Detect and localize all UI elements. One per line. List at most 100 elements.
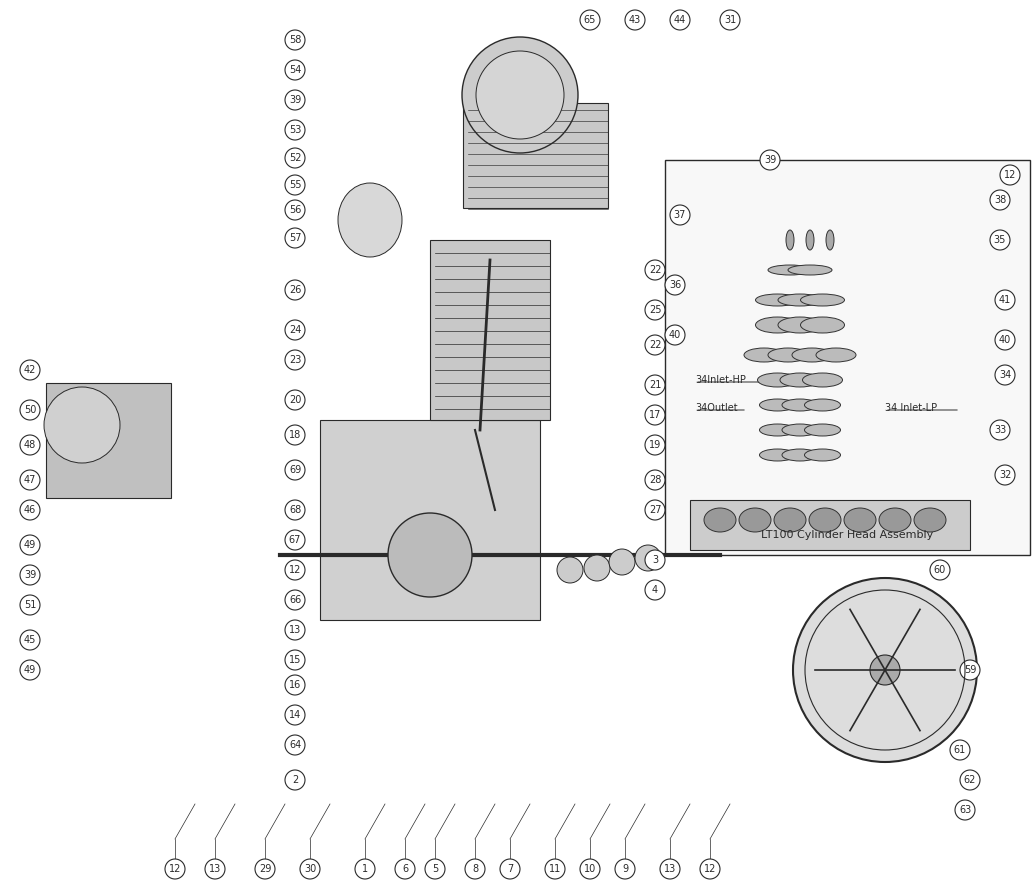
Text: 18: 18	[289, 430, 301, 440]
Text: 64: 64	[289, 740, 301, 750]
Circle shape	[666, 325, 685, 345]
Text: 44: 44	[674, 15, 686, 25]
Text: 65: 65	[584, 15, 596, 25]
Ellipse shape	[870, 655, 900, 685]
Text: 32: 32	[999, 470, 1011, 480]
Ellipse shape	[782, 449, 818, 461]
Text: 23: 23	[289, 355, 301, 365]
FancyBboxPatch shape	[463, 103, 608, 207]
Text: 13: 13	[289, 625, 301, 635]
Circle shape	[760, 150, 780, 170]
Circle shape	[20, 360, 40, 380]
Circle shape	[285, 705, 305, 725]
Ellipse shape	[756, 317, 799, 333]
Text: 39: 39	[24, 570, 36, 580]
Text: 13: 13	[209, 864, 221, 874]
Ellipse shape	[786, 230, 794, 250]
Text: 40: 40	[999, 335, 1011, 345]
Text: 8: 8	[472, 864, 478, 874]
Ellipse shape	[704, 508, 736, 532]
FancyBboxPatch shape	[46, 383, 171, 497]
FancyBboxPatch shape	[320, 420, 540, 620]
Circle shape	[285, 30, 305, 50]
Text: 11: 11	[549, 864, 561, 874]
Circle shape	[660, 859, 680, 879]
Circle shape	[960, 660, 980, 680]
Ellipse shape	[806, 230, 814, 250]
Text: 28: 28	[649, 475, 661, 485]
Text: 2: 2	[292, 775, 298, 785]
Ellipse shape	[782, 424, 818, 436]
Ellipse shape	[816, 348, 856, 362]
Text: 33: 33	[994, 425, 1006, 435]
Circle shape	[500, 859, 520, 879]
Text: 60: 60	[934, 565, 946, 575]
Circle shape	[955, 800, 975, 820]
Circle shape	[285, 60, 305, 80]
Text: 50: 50	[24, 405, 36, 415]
Text: 43: 43	[629, 15, 641, 25]
Ellipse shape	[744, 348, 783, 362]
Circle shape	[930, 560, 950, 580]
Text: 40: 40	[669, 330, 681, 340]
Text: 20: 20	[289, 395, 301, 405]
Ellipse shape	[804, 449, 840, 461]
Ellipse shape	[826, 230, 834, 250]
Text: 61: 61	[954, 745, 966, 755]
Ellipse shape	[809, 508, 841, 532]
Circle shape	[580, 10, 600, 30]
Circle shape	[285, 320, 305, 340]
Circle shape	[1000, 165, 1021, 185]
Text: 22: 22	[649, 265, 661, 275]
Circle shape	[645, 500, 666, 520]
Text: 12: 12	[1004, 170, 1016, 180]
Text: 49: 49	[24, 665, 36, 675]
Circle shape	[285, 120, 305, 140]
Circle shape	[285, 560, 305, 580]
Ellipse shape	[476, 51, 564, 139]
Text: 19: 19	[649, 440, 661, 450]
Text: 55: 55	[289, 180, 301, 190]
Text: 16: 16	[289, 680, 301, 690]
Circle shape	[20, 400, 40, 420]
Ellipse shape	[584, 555, 610, 581]
Circle shape	[285, 590, 305, 610]
Text: 25: 25	[649, 305, 661, 315]
Text: 51: 51	[24, 600, 36, 610]
Circle shape	[645, 300, 666, 320]
Text: 67: 67	[289, 535, 301, 545]
Ellipse shape	[768, 348, 808, 362]
Text: 4: 4	[652, 585, 658, 595]
Ellipse shape	[778, 317, 822, 333]
Ellipse shape	[760, 424, 796, 436]
Text: 52: 52	[289, 153, 301, 163]
Circle shape	[615, 859, 635, 879]
Ellipse shape	[800, 317, 845, 333]
Circle shape	[950, 740, 970, 760]
Text: 29: 29	[259, 864, 271, 874]
Ellipse shape	[782, 399, 818, 411]
Circle shape	[285, 500, 305, 520]
Circle shape	[285, 175, 305, 195]
Text: 58: 58	[289, 35, 301, 45]
Circle shape	[645, 405, 666, 425]
Circle shape	[20, 500, 40, 520]
Ellipse shape	[462, 37, 578, 153]
Text: 59: 59	[964, 665, 976, 675]
Text: 56: 56	[289, 205, 301, 215]
Circle shape	[285, 735, 305, 755]
Text: 66: 66	[289, 595, 301, 605]
Circle shape	[255, 859, 275, 879]
Ellipse shape	[760, 399, 796, 411]
Text: 57: 57	[289, 233, 301, 243]
Circle shape	[285, 228, 305, 248]
Circle shape	[395, 859, 415, 879]
Circle shape	[625, 10, 645, 30]
Circle shape	[995, 290, 1015, 310]
Circle shape	[285, 675, 305, 695]
Circle shape	[20, 630, 40, 650]
Text: 54: 54	[289, 65, 301, 75]
Circle shape	[645, 580, 666, 600]
Circle shape	[20, 535, 40, 555]
Ellipse shape	[635, 545, 661, 571]
